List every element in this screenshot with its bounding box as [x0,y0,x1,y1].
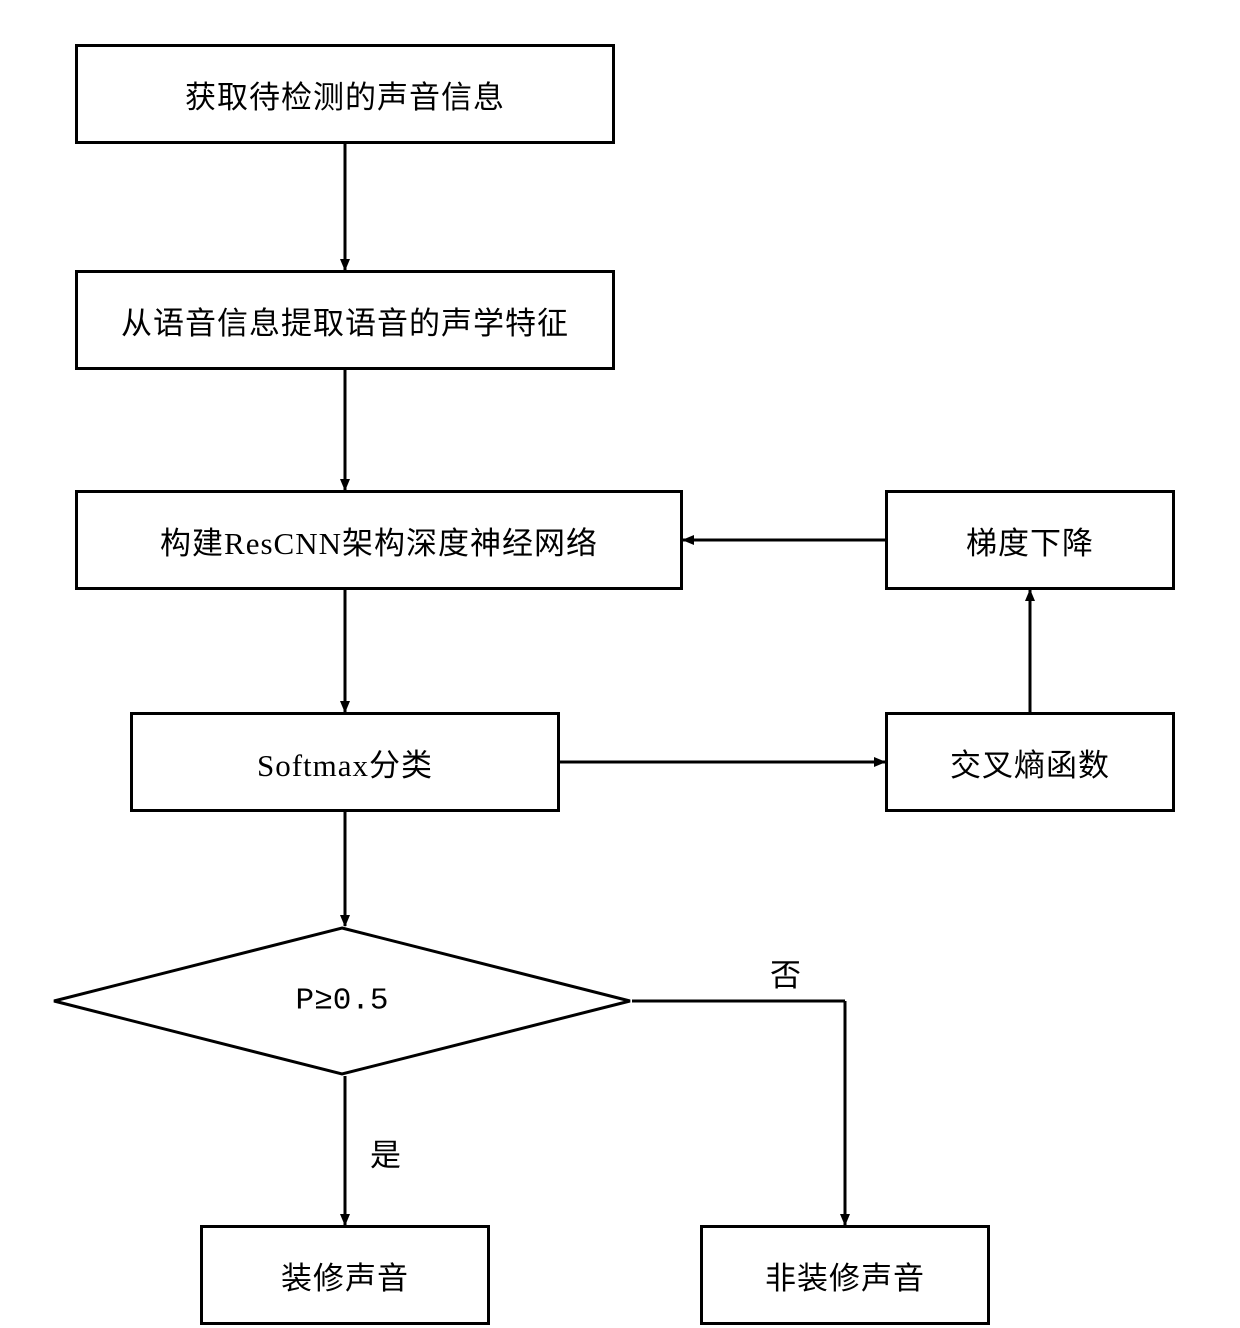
edge-label: 是 [370,1130,401,1175]
flowchart-canvas: 是 否 获取待检测的声音信息从语音信息提取语音的声学特征构建ResCNN架构深度神经… [0,0,1240,1328]
node-label: 构建ResCNN架构深度神经网络 [160,518,598,563]
node-n1: 获取待检测的声音信息 [75,44,615,144]
edges-layer [0,0,1240,1328]
node-n8: 非装修声音 [700,1225,990,1325]
node-n3: 构建ResCNN架构深度神经网络 [75,490,683,590]
node-n5: 梯度下降 [885,490,1175,590]
node-label: 从语音信息提取语音的声学特征 [121,298,569,343]
node-label: P≥0.5 [295,984,388,1019]
node-n6: 交叉熵函数 [885,712,1175,812]
node-label: Softmax分类 [257,740,433,785]
node-n7: 装修声音 [200,1225,490,1325]
node-dec: P≥0.5 [52,926,632,1076]
node-label: 装修声音 [281,1253,409,1298]
node-label: 非装修声音 [765,1253,925,1298]
node-label: 交叉熵函数 [950,740,1110,785]
node-n2: 从语音信息提取语音的声学特征 [75,270,615,370]
node-n4: Softmax分类 [130,712,560,812]
node-label: 获取待检测的声音信息 [185,72,505,117]
node-label: 梯度下降 [966,518,1094,563]
edge-label: 否 [770,950,801,995]
